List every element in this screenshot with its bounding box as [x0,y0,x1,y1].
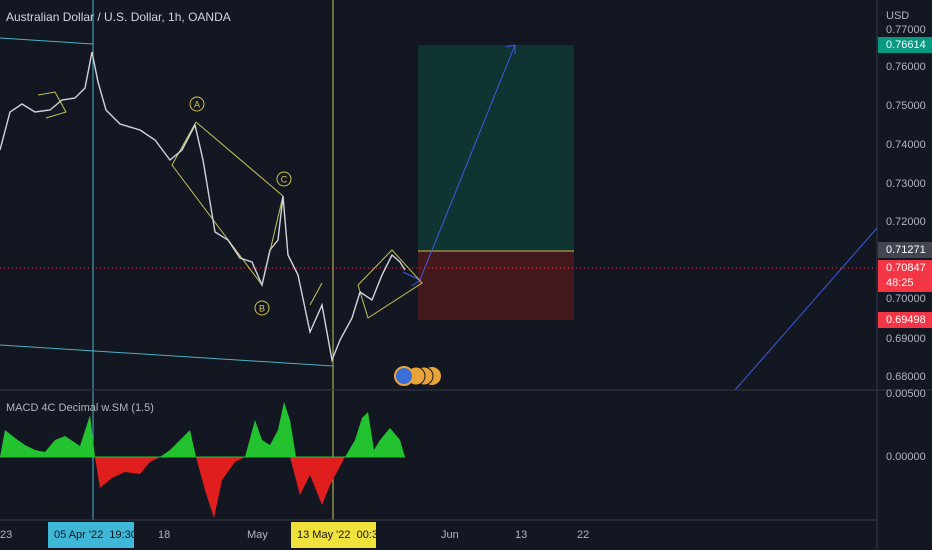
wave-label: A [194,99,200,109]
price-label: 0.76000 [886,61,926,73]
price-label: 0.73000 [886,178,926,190]
time-highlight [291,522,376,548]
wave-circle [189,96,205,112]
time-highlight [48,522,134,548]
currency: USD [886,10,909,22]
time-label: 23 [0,529,12,541]
price-label: 0.77000 [886,24,926,36]
countdown: 48:25 [886,277,914,289]
price-badge-label: 0.76614 [886,39,926,51]
arrow-head [505,44,516,54]
time-highlight-label: 13 May '22 00:30 [297,529,384,541]
profit-zone [418,45,574,251]
trend-line [0,344,334,367]
wave-label: C [281,174,288,184]
price-badge [878,242,932,258]
wave-drawing [357,249,423,319]
histogram-down [290,457,345,505]
trend-line [734,227,878,391]
time-label: Jun [441,529,459,541]
chart-title: Australian Dollar / U.S. Dollar, 1h, OAN… [6,10,231,24]
price-label: 0.72000 [886,216,926,228]
wave-circle [254,300,270,316]
price-badge-label: 0.71271 [886,244,926,256]
loss-zone [418,251,574,320]
time-label: 18 [158,529,170,541]
price-badge-label: 0.69498 [886,314,926,326]
price-badge [878,312,932,328]
price-label: 0.69000 [886,333,926,345]
histogram-up [160,430,196,457]
indicator-name: MACD 4C Decimal w.SM (1.5) [6,402,154,414]
time-label: 22 [577,529,589,541]
event-icon [394,366,414,386]
price-badge [878,37,932,53]
wave-label: B [259,303,265,313]
histogram-up [245,402,296,457]
histogram-down [95,457,160,488]
histogram-up [0,415,95,457]
price-path [0,51,406,363]
price-label: 0.75000 [886,100,926,112]
time-highlight-label: 05 Apr '22 19:30 [54,529,137,541]
arrow-head [402,271,421,287]
price-label: 0.68000 [886,371,926,383]
wave-circle [276,171,292,187]
price-label: 0.74000 [886,139,926,151]
time-label: May [247,529,268,541]
projection-arrow [419,44,516,281]
wave-drawing [309,282,323,306]
price-badge [878,260,932,292]
price-label: 0.70000 [886,293,926,305]
indicator-zero: 0.00000 [886,451,926,463]
time-label: 13 [515,529,527,541]
histogram-up [345,412,405,457]
price-label: 0.00500 [886,388,926,400]
price-badge-label: 0.70847 [886,262,926,274]
histogram-down [196,457,245,518]
trend-line [0,37,94,45]
